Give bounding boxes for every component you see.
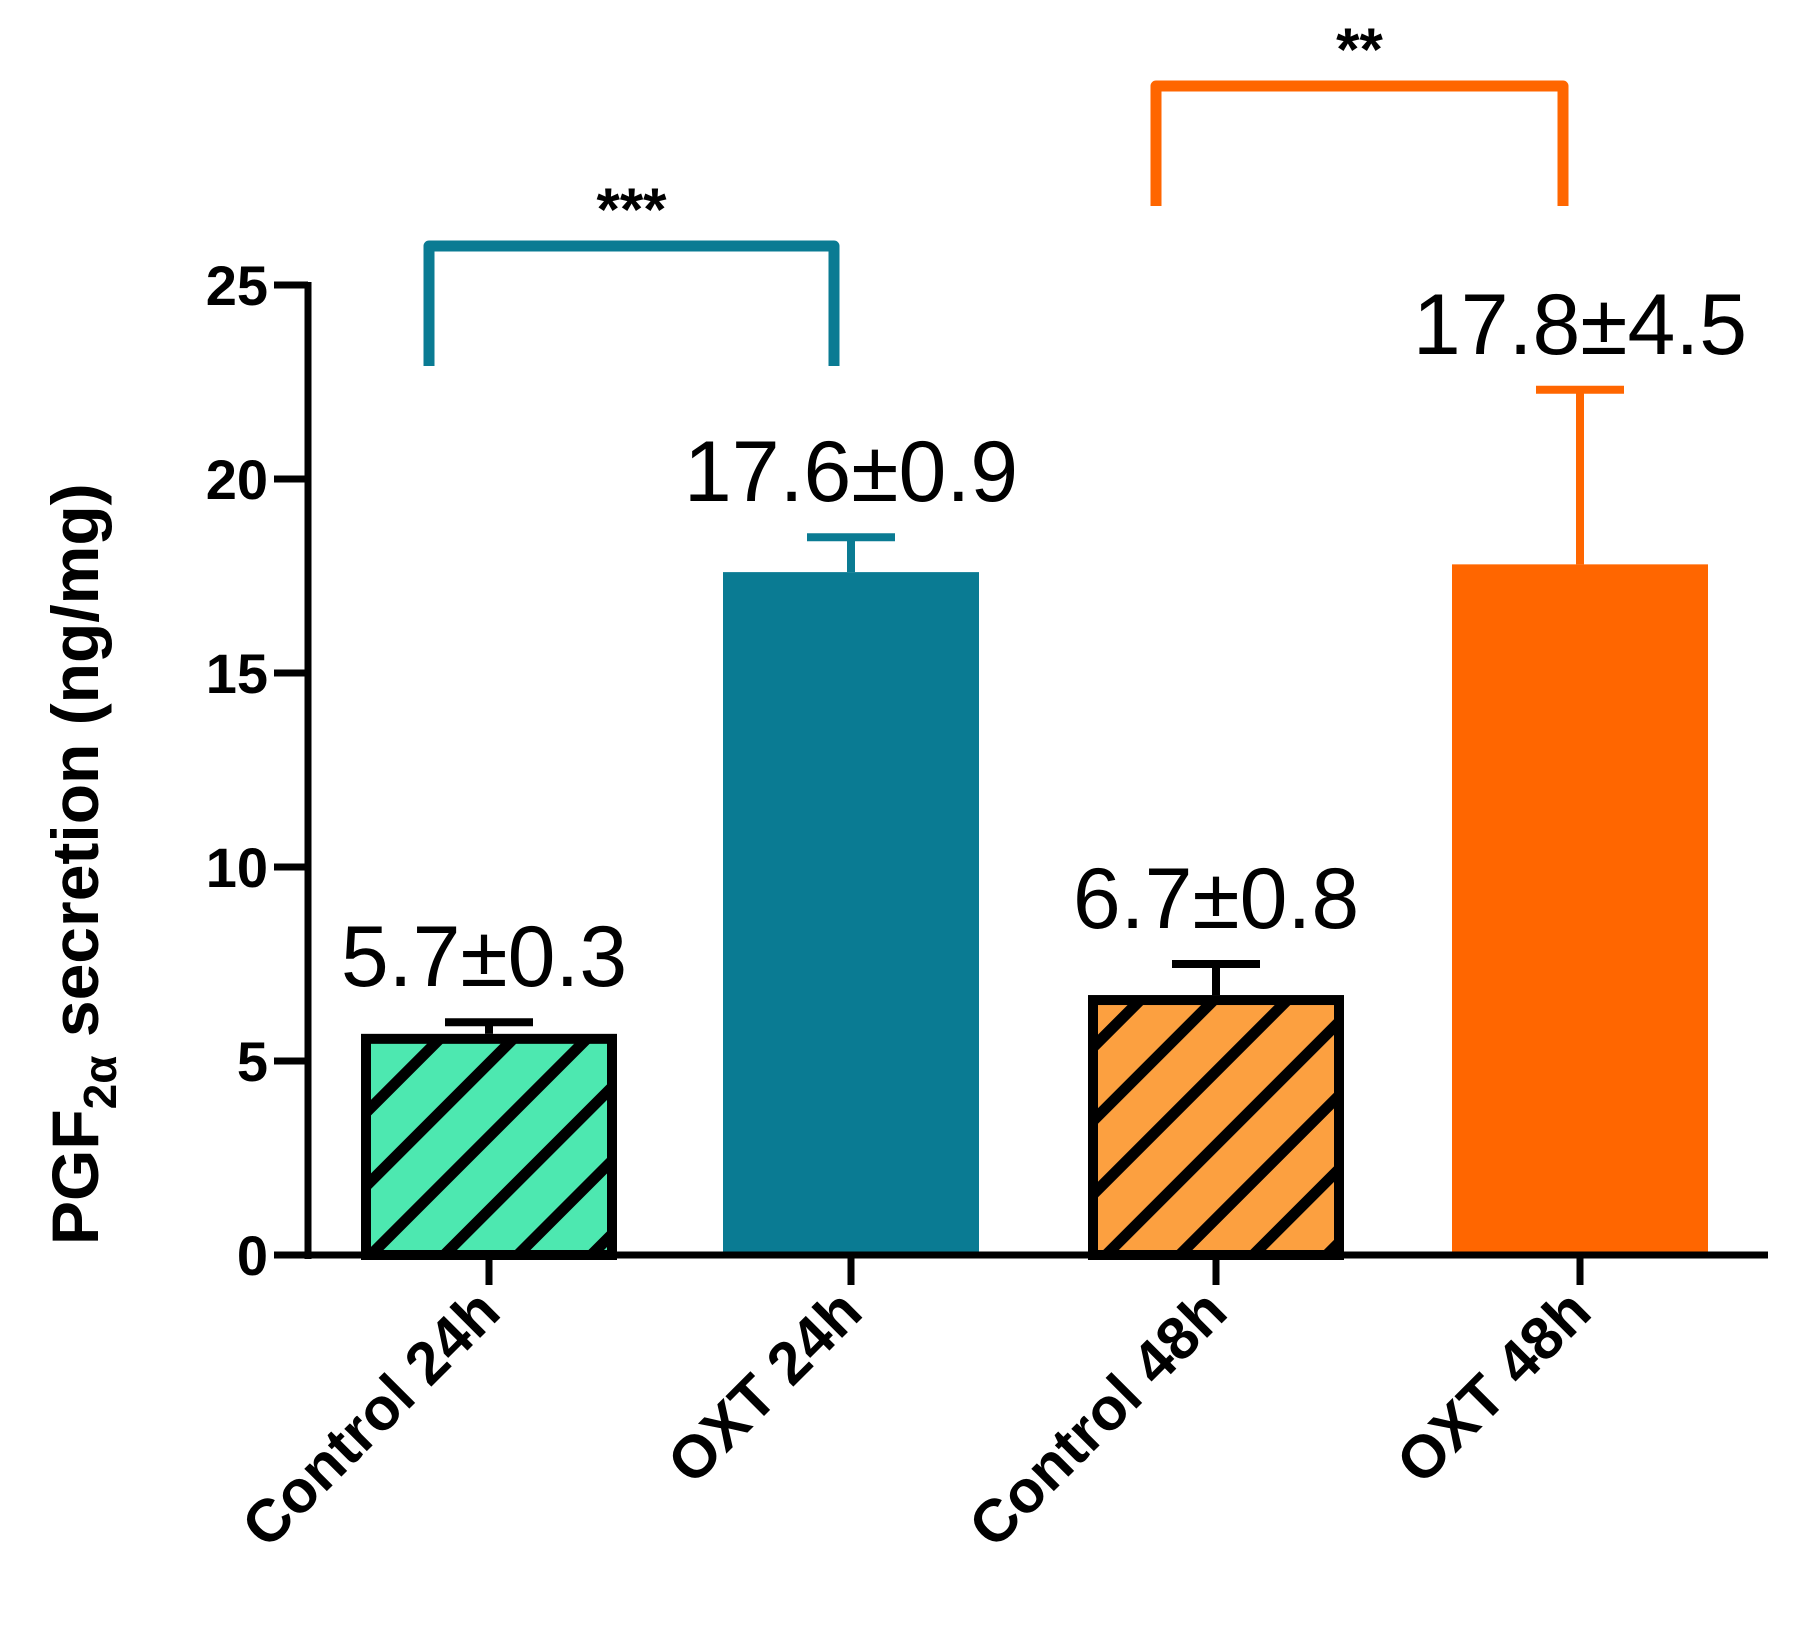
y-tick-label: 15 [206,642,268,705]
y-tick-label: 25 [206,254,268,317]
x-tick-label: OXT 48h [1384,1277,1603,1496]
y-axis-label-subscript: 2α [74,1055,126,1109]
x-tick-label-group: Control 24h [229,1277,512,1560]
data-label: 17.6±0.9 [684,424,1018,520]
plot-area: 5.7±0.3 17.6±0.9 6.7±0.8 17.8±4.5 0 5 10 15 20 25… [206,16,1768,1560]
x-tick-label: Control 48h [956,1277,1239,1560]
y-tick-label: 0 [237,1224,268,1287]
y-tick-label: 20 [206,448,268,511]
bar-hatch [1093,1000,1339,1255]
y-axis-label-prefix: PGF [38,1109,112,1245]
data-label: 17.8±4.5 [1413,277,1747,373]
y-tick-label: 5 [237,1030,268,1093]
significance-label: ** [1336,16,1383,83]
x-tick-label: Control 24h [229,1277,512,1560]
data-label: 6.7±0.8 [1073,851,1359,947]
bar-hatch [366,1038,612,1255]
x-tick-label-group: OXT 48h [1384,1277,1603,1496]
bar [1452,564,1708,1255]
bar [723,572,979,1255]
significance-bracket [1150,80,1569,206]
y-axis-label: PGF2α secretion (ng/mg) [38,483,126,1245]
x-tick-label-group: Control 48h [956,1277,1239,1560]
y-axis-label-suffix: secretion (ng/mg) [38,483,112,1055]
significance-label: *** [596,176,667,243]
x-tick-label: OXT 24h [655,1277,874,1496]
x-tick-label-group: OXT 24h [655,1277,874,1496]
data-label: 5.7±0.3 [341,909,627,1005]
significance-bracket [423,240,840,366]
y-tick-label: 10 [206,836,268,899]
